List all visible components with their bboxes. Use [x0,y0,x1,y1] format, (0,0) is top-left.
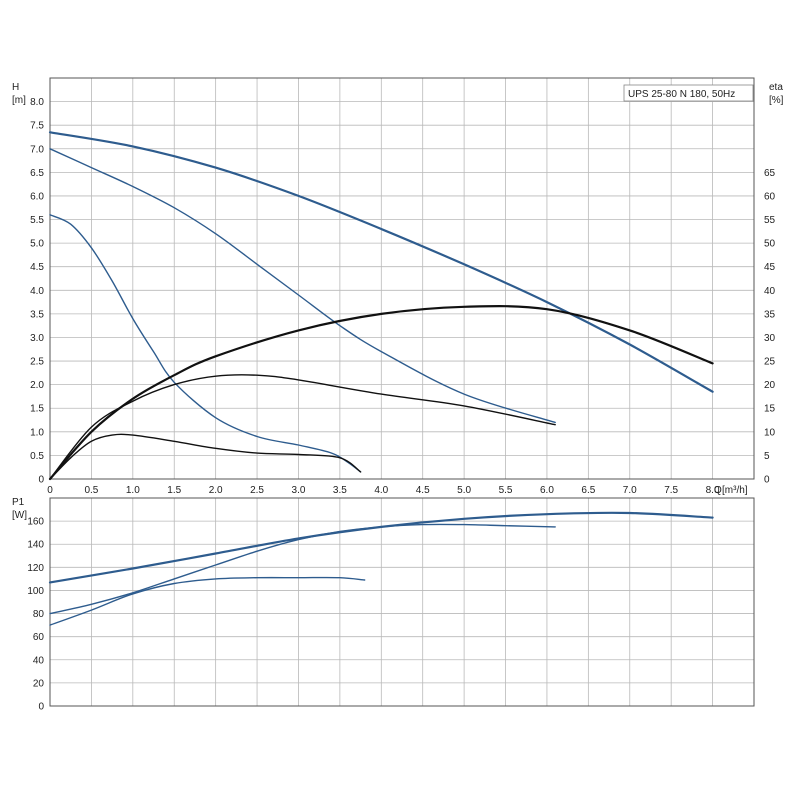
y-tick-label: 3.0 [30,333,44,344]
x-tick-label: 5.5 [499,485,513,496]
y-tick-label: 1.0 [30,427,44,438]
p1-tick-label: 140 [27,540,44,551]
y-tick-label: 2.0 [30,380,44,391]
lower-panel: 0 20 40 60 80 100 120 140 160 P1 [W] [12,497,755,713]
upper-plot-frame [49,77,755,480]
y2-tick-label: 55 [764,215,776,226]
y2-tick-label: 10 [764,427,776,438]
x-tick-labels: 0 0.5 1.0 1.5 2.0 2.5 3.0 3.5 4.0 4.5 5.0 5.5 6.0 6.5… [47,485,720,496]
power-curves [48,511,714,626]
p1-tick-label: 80 [33,609,45,620]
y-tick-label: 4.0 [30,286,44,297]
y-tick-label: 6.0 [30,191,44,202]
x-tick-label: 2.5 [250,485,264,496]
efficiency-curve-line [49,433,362,480]
y2-tick-label: 0 [764,475,770,486]
y2-tick-label: 15 [764,404,776,415]
x-tick-label: 4.0 [374,485,388,496]
x-tick-label: 7.5 [664,485,678,496]
head-curves [48,131,714,473]
power-curve-line [49,523,556,615]
x-tick-label: 6.0 [540,485,554,496]
y2-axis-label: eta [769,82,783,93]
x-tick-label: 4.5 [416,485,430,496]
y2-tick-label: 45 [764,262,776,273]
y-tick-label: 5.5 [30,215,44,226]
p1-tick-label: 40 [33,655,45,666]
p1-tick-label: 160 [27,517,44,528]
y2-tick-label: 50 [764,239,776,250]
x-tick-label: 3.0 [292,485,306,496]
y-tick-label: 6.5 [30,168,44,179]
p1-tick-label: 60 [33,632,45,643]
x-tick-label: 7.0 [623,485,637,496]
y-tick-label: 1.5 [30,404,44,415]
y-tick-label: 0 [38,475,44,486]
y2-tick-label: 25 [764,357,776,368]
x-tick-label: 0.5 [84,485,98,496]
p1-tick-label: 120 [27,563,44,574]
head-curve-line [49,148,556,424]
x-axis-unit: [m³/h] [722,485,748,496]
y2-tick-label: 20 [764,380,776,391]
y-tick-label: 7.0 [30,144,44,155]
head-curve-line [49,214,362,473]
y2-axis-unit: [%] [769,95,784,106]
y-tick-label: 5.0 [30,239,44,250]
y2-tick-label: 35 [764,309,776,320]
head-curve-line [48,131,714,393]
efficiency-curve-line [49,374,556,480]
lower-plot-frame [49,497,755,707]
y2-tick-label: 5 [764,451,770,462]
x-tick-label: 1.5 [167,485,181,496]
power-curve-line [49,576,366,626]
chart-title: UPS 25-80 N 180, 50Hz [628,89,735,100]
p1-tick-label: 0 [38,702,44,713]
upper-grid [49,77,755,480]
y-tick-label: 4.5 [30,262,44,273]
y2-tick-label: 65 [764,168,776,179]
x-axis-label: Q [714,485,722,496]
x-tick-label: 6.5 [581,485,595,496]
x-tick-label: 2.0 [209,485,223,496]
x-tick-label: 0 [47,485,53,496]
title-box [623,84,754,102]
y2-tick-label: 30 [764,333,776,344]
y-tick-label: 7.5 [30,121,44,132]
y2-tick-label: 40 [764,286,776,297]
x-tick-label: 5.0 [457,485,471,496]
x-tick-label: 8.0 [706,485,720,496]
p1-axis-unit: [W] [12,510,27,521]
lower-grid [49,497,755,707]
y-axis-unit: [m] [12,95,26,106]
y-axis-label: H [12,82,19,93]
x-tick-label: 3.5 [333,485,347,496]
y2-tick-label: 60 [764,191,776,202]
y2-tick-labels: 0 5 10 15 20 25 30 35 40 45 50 55 60 65 [764,168,776,486]
p1-tick-label: 100 [27,586,44,597]
efficiency-curve-line [48,305,714,481]
y-tick-label: 0.5 [30,451,44,462]
x-tick-label: 1.0 [126,485,140,496]
y-tick-label: 3.5 [30,309,44,320]
y-tick-label: 2.5 [30,357,44,368]
p1-tick-label: 20 [33,678,45,689]
p1-axis-label: P1 [12,497,25,508]
y-tick-label: 8.0 [30,97,44,108]
y-tick-labels: 0 0.5 1.0 1.5 2.0 2.5 3.0 3.5 4.0 4.5 5.0 5.5 6.0 6.5… [30,97,44,485]
efficiency-curves [48,305,714,481]
p1-tick-labels: 0 20 40 60 80 100 120 140 160 [27,517,44,713]
upper-panel: 0 0.5 1.0 1.5 2.0 2.5 3.0 3.5 4.0 4.5 5.0 5.5 6.0 6.5… [12,77,784,496]
